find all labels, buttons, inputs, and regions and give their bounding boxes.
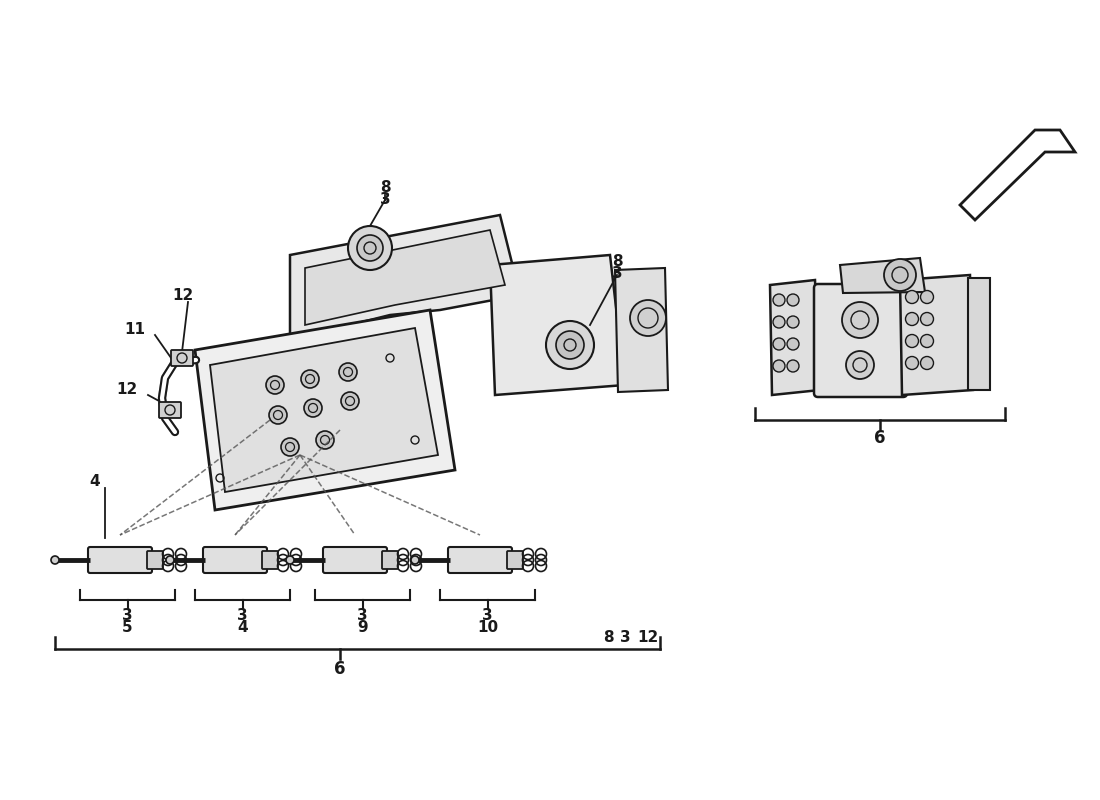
Circle shape — [773, 338, 785, 350]
Circle shape — [786, 338, 799, 350]
Circle shape — [266, 376, 284, 394]
Circle shape — [51, 556, 59, 564]
Text: 3: 3 — [122, 607, 133, 622]
Polygon shape — [770, 280, 820, 395]
Text: 12: 12 — [117, 382, 138, 398]
Circle shape — [348, 226, 392, 270]
Circle shape — [905, 290, 918, 303]
Text: 3: 3 — [482, 607, 493, 622]
Circle shape — [905, 313, 918, 326]
FancyBboxPatch shape — [204, 547, 267, 573]
Circle shape — [411, 556, 419, 564]
Text: 3: 3 — [612, 266, 623, 282]
Polygon shape — [968, 278, 990, 390]
FancyBboxPatch shape — [170, 350, 192, 366]
FancyBboxPatch shape — [88, 547, 152, 573]
FancyBboxPatch shape — [160, 402, 182, 418]
Text: 6: 6 — [874, 429, 886, 447]
Circle shape — [341, 392, 359, 410]
Circle shape — [280, 438, 299, 456]
FancyBboxPatch shape — [507, 551, 522, 569]
Circle shape — [304, 399, 322, 417]
Text: 3: 3 — [379, 193, 390, 207]
FancyBboxPatch shape — [323, 547, 387, 573]
Text: 8: 8 — [612, 254, 623, 270]
Text: 4: 4 — [89, 474, 100, 489]
Circle shape — [358, 235, 383, 261]
Text: 8: 8 — [379, 181, 390, 195]
Circle shape — [301, 370, 319, 388]
Text: 3: 3 — [358, 607, 367, 622]
Text: 3: 3 — [238, 607, 248, 622]
Circle shape — [166, 556, 174, 564]
Polygon shape — [490, 255, 625, 395]
FancyBboxPatch shape — [448, 547, 512, 573]
Circle shape — [316, 431, 334, 449]
Text: 9: 9 — [358, 621, 367, 635]
Circle shape — [270, 406, 287, 424]
Circle shape — [846, 351, 874, 379]
FancyBboxPatch shape — [147, 551, 163, 569]
Polygon shape — [290, 215, 520, 340]
Polygon shape — [210, 328, 438, 492]
Text: 4: 4 — [238, 621, 248, 635]
Text: 11: 11 — [124, 322, 145, 338]
Polygon shape — [840, 258, 925, 293]
Circle shape — [905, 334, 918, 347]
Polygon shape — [900, 275, 974, 395]
Polygon shape — [305, 230, 505, 325]
Text: 3: 3 — [619, 630, 630, 645]
Circle shape — [286, 556, 294, 564]
FancyBboxPatch shape — [382, 551, 398, 569]
Circle shape — [842, 302, 878, 338]
Circle shape — [921, 290, 934, 303]
Text: 12: 12 — [173, 287, 194, 302]
Text: 6: 6 — [334, 660, 345, 678]
Text: 8: 8 — [603, 630, 614, 645]
Circle shape — [786, 360, 799, 372]
Circle shape — [773, 294, 785, 306]
Polygon shape — [615, 268, 668, 392]
Circle shape — [786, 316, 799, 328]
Circle shape — [546, 321, 594, 369]
Circle shape — [921, 313, 934, 326]
Circle shape — [921, 357, 934, 370]
Circle shape — [884, 259, 916, 291]
Circle shape — [773, 360, 785, 372]
FancyBboxPatch shape — [814, 284, 908, 397]
Circle shape — [786, 294, 799, 306]
Circle shape — [921, 334, 934, 347]
Circle shape — [630, 300, 666, 336]
Text: 12: 12 — [637, 630, 659, 645]
FancyBboxPatch shape — [262, 551, 278, 569]
Circle shape — [773, 316, 785, 328]
Text: 10: 10 — [477, 621, 498, 635]
Circle shape — [339, 363, 358, 381]
Circle shape — [556, 331, 584, 359]
Polygon shape — [195, 310, 455, 510]
Circle shape — [905, 357, 918, 370]
Text: 5: 5 — [122, 621, 133, 635]
